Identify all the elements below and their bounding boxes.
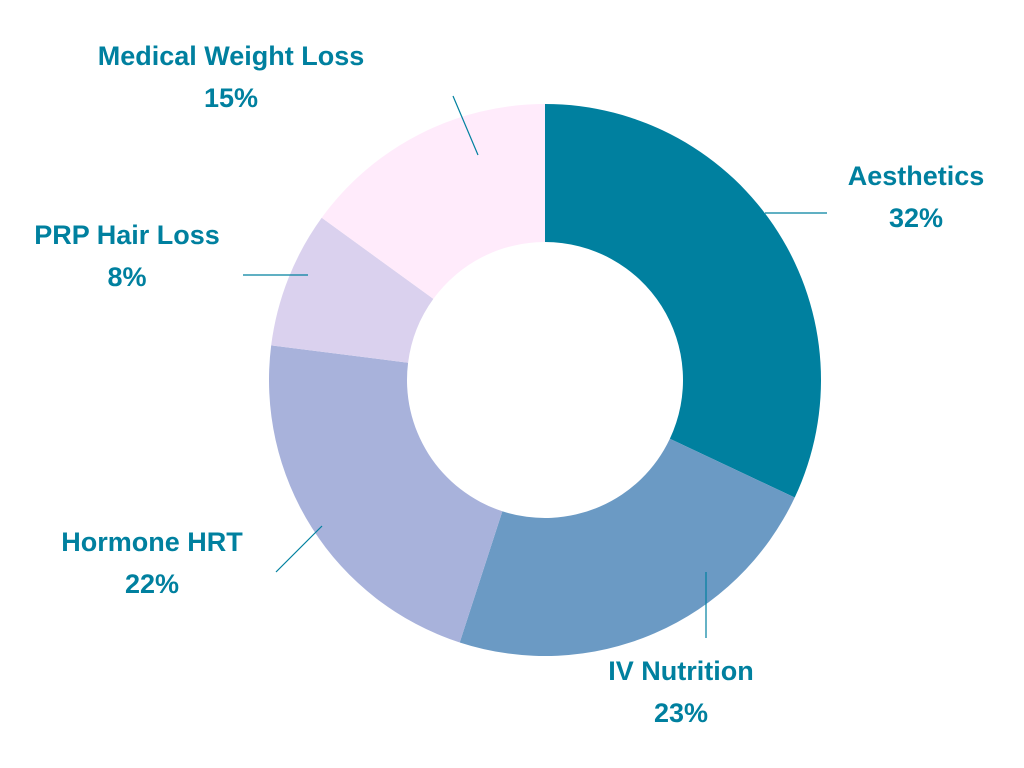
slice-label-hormone-hrt: Hormone HRT xyxy=(61,527,243,557)
slice-label-medical-weight-loss: Medical Weight Loss xyxy=(98,41,365,71)
slice-iv-nutrition xyxy=(459,438,795,656)
slice-label-iv-nutrition: IV Nutrition xyxy=(608,656,753,686)
slice-label-aesthetics: Aesthetics xyxy=(848,161,985,191)
leader-line-medical-weight-loss xyxy=(452,95,479,156)
slice-value-aesthetics: 32% xyxy=(889,203,943,233)
slice-prp-hair-loss xyxy=(271,217,434,363)
leader-line-hormone-hrt xyxy=(275,525,323,573)
slice-label-prp-hair-loss: PRP Hair Loss xyxy=(34,220,220,250)
donut-slices xyxy=(269,104,821,656)
slice-value-hormone-hrt: 22% xyxy=(125,569,179,599)
slice-value-medical-weight-loss: 15% xyxy=(204,83,258,113)
slice-hormone-hrt xyxy=(269,345,503,643)
leader-lines xyxy=(243,95,827,638)
slice-value-prp-hair-loss: 8% xyxy=(107,262,146,292)
slice-medical-weight-loss xyxy=(321,104,545,299)
slice-labels: Aesthetics 32% IV Nutrition 23% Hormone HRT 2… xyxy=(34,41,984,728)
slice-value-iv-nutrition: 23% xyxy=(654,698,708,728)
slice-aesthetics xyxy=(545,104,821,498)
